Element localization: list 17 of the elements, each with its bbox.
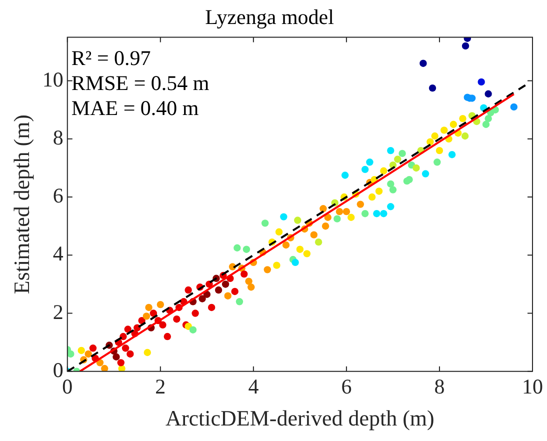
x-tick-label: 6 — [341, 374, 352, 399]
chart-title: Lyzenga model — [205, 5, 334, 30]
y-tick-label: 10 — [42, 67, 64, 92]
y-axis-title: Estimated depth (m) — [8, 114, 34, 294]
annotation: RMSE = 0.54 m — [71, 71, 210, 96]
x-tick-label: 10 — [522, 374, 543, 399]
y-tick-label: 4 — [52, 242, 64, 266]
y-tick-label: 6 — [52, 184, 64, 208]
y-tick-label: 0 — [52, 358, 64, 382]
y-tick-label: 2 — [52, 300, 64, 324]
x-tick-label: 8 — [434, 374, 445, 399]
y-tick-label: 8 — [52, 125, 64, 150]
annotation: MAE = 0.40 m — [71, 96, 199, 120]
annotation: R² = 0.97 — [71, 46, 151, 70]
x-axis-title: ArcticDEM-derived depth (m) — [166, 406, 434, 431]
x-tick-label: 2 — [155, 374, 166, 399]
x-tick-label: 4 — [248, 374, 260, 399]
